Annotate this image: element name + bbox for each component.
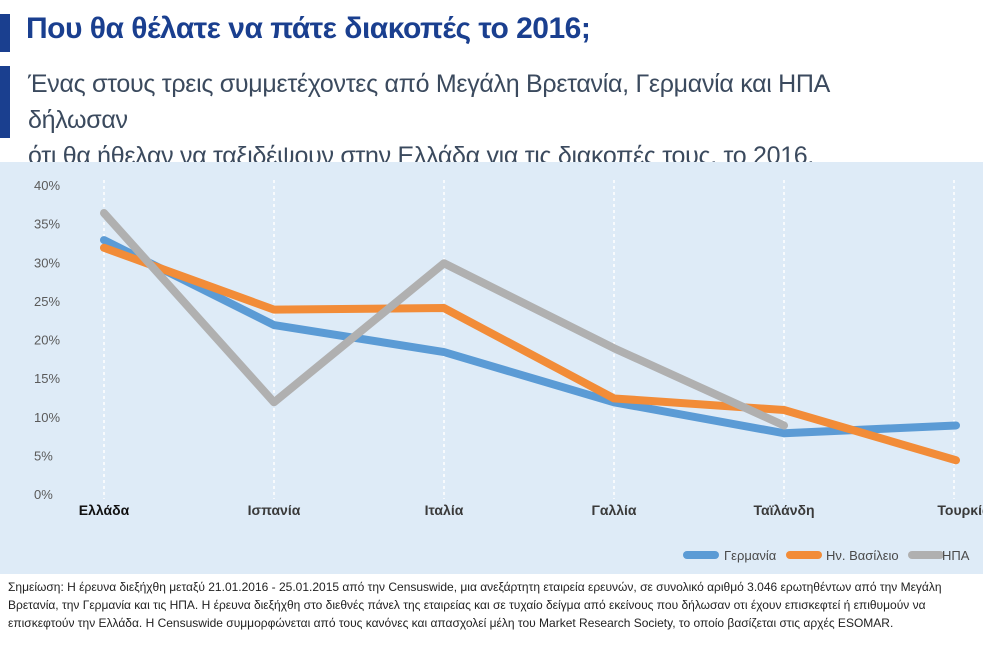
legend-label: Ην. Βασίλειο <box>826 548 899 563</box>
x-axis: Ελλάδα Ισπανία Ιταλία Γαλλία Ταϊλάνδη Τουρκία <box>79 502 983 518</box>
x-tick-label: Ελλάδα <box>79 502 130 518</box>
chart-panel: 0% 5% 10% 15% 20% 25% 30% 35% 40% Ελλάδα Ισπανία Ι… <box>0 162 983 574</box>
x-tick-label: Τουρκία <box>937 502 983 518</box>
x-tick-label: Ταϊλάνδη <box>753 502 814 518</box>
y-tick-label: 10% <box>34 410 60 425</box>
series-line <box>100 236 960 438</box>
chart-grid <box>103 180 955 499</box>
series-line <box>100 209 788 430</box>
x-tick-label: Ισπανία <box>248 502 301 518</box>
y-tick-label: 35% <box>34 217 60 232</box>
y-tick-label: 0% <box>34 487 53 502</box>
subtitle-line-1: Ένας στους τρεις συμμετέχοντες από Μεγάλ… <box>28 70 829 134</box>
chart-series <box>100 209 960 465</box>
x-tick-label: Γαλλία <box>591 502 636 518</box>
legend-label: ΗΠΑ <box>942 548 970 563</box>
y-tick-label: 40% <box>34 178 60 193</box>
y-tick-label: 30% <box>34 255 60 270</box>
x-tick-label: Ιταλία <box>425 502 464 518</box>
chart-legend: Γερμανία Ην. Βασίλειο ΗΠΑ <box>683 548 970 563</box>
y-tick-label: 15% <box>34 371 60 386</box>
line-chart: 0% 5% 10% 15% 20% 25% 30% 35% 40% Ελλάδα Ισπανία Ι… <box>34 178 983 563</box>
series-line <box>100 243 960 465</box>
footnote: Σημείωση: Η έρευνα διεξήχθη μεταξύ 21.01… <box>8 580 942 630</box>
y-axis: 0% 5% 10% 15% 20% 25% 30% 35% 40% <box>34 178 60 502</box>
legend-label: Γερμανία <box>724 548 777 563</box>
subtitle-accent-bar <box>0 66 10 138</box>
y-tick-label: 20% <box>34 333 60 348</box>
y-tick-label: 25% <box>34 294 60 309</box>
page-subtitle: Ένας στους τρεις συμμετέχοντες από Μεγάλ… <box>28 66 928 174</box>
y-tick-label: 5% <box>34 448 53 463</box>
title-accent-bar <box>0 14 10 52</box>
page-title: Που θα θέλατε να πάτε διακοπές το 2016; <box>26 12 591 45</box>
